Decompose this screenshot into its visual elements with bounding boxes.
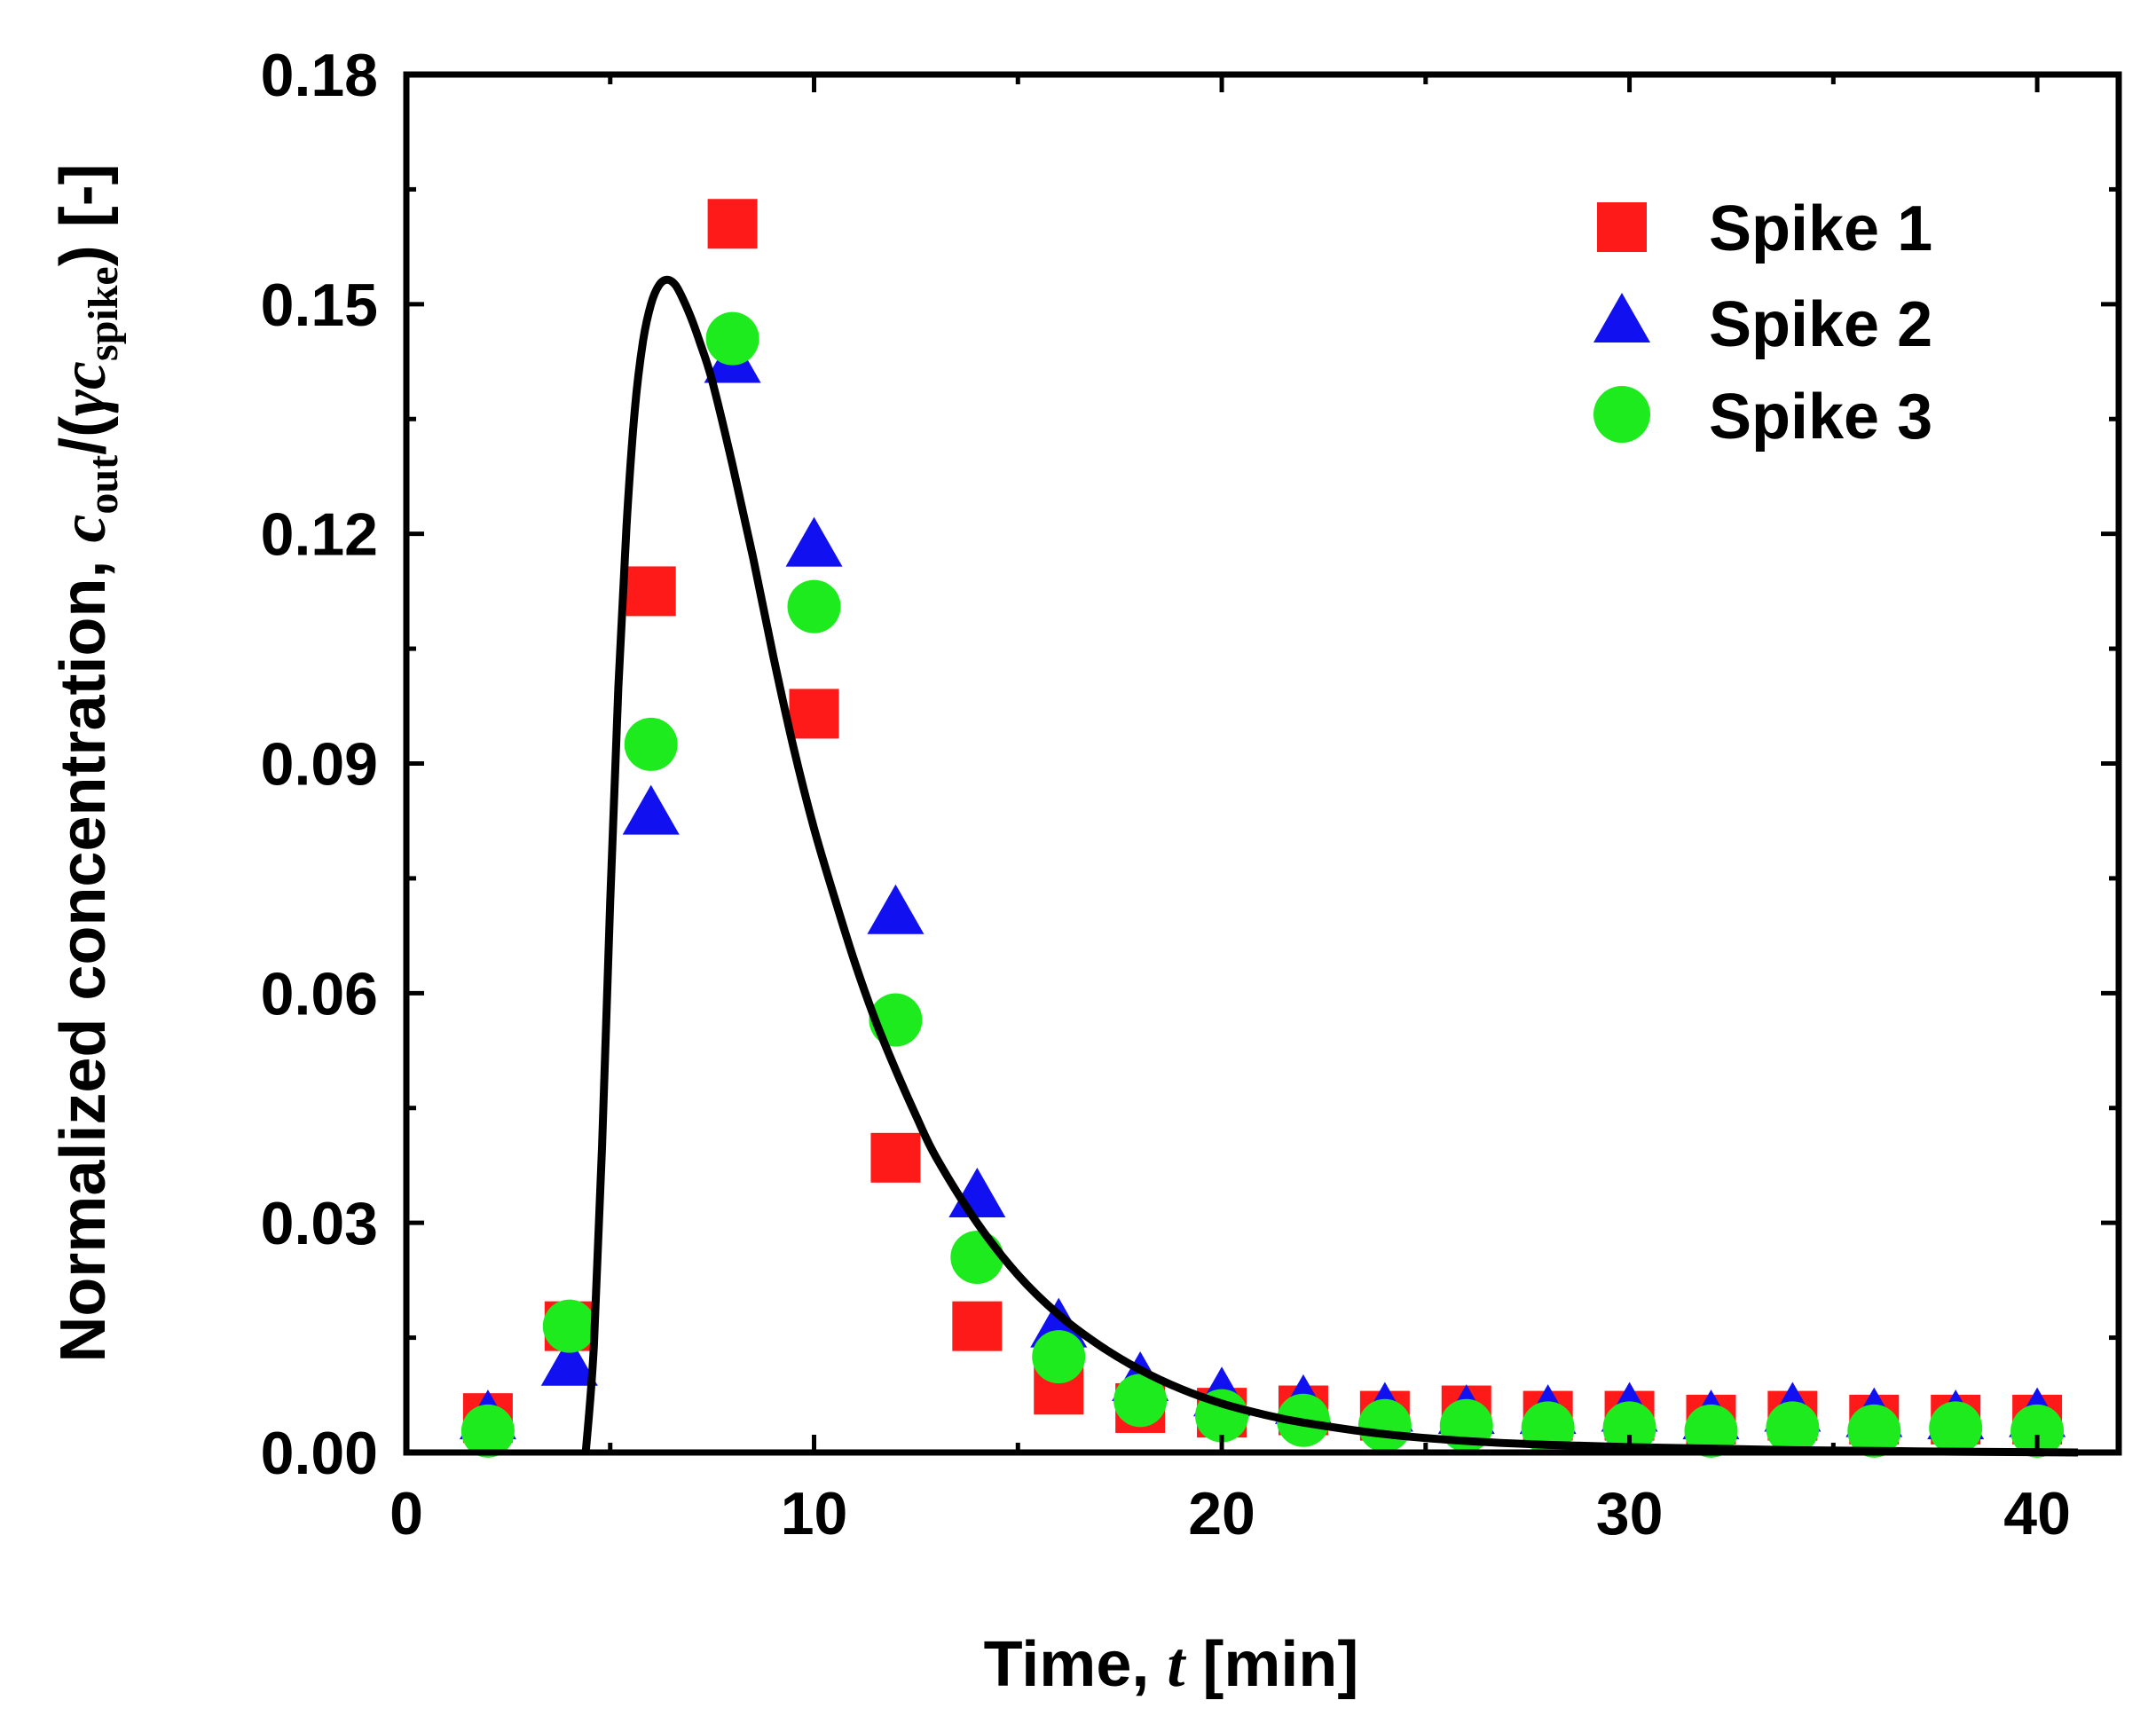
y-axis-title: Normalized concentration, cout/(γcspike)… — [48, 163, 127, 1362]
legend-item-spike-1: Spike 1 — [1597, 193, 1932, 264]
legend-label-spike-1: Spike 1 — [1709, 193, 1932, 264]
spike-1-point — [707, 199, 758, 249]
y-axis-title-c-spike: c — [48, 361, 119, 390]
legend-item-spike-2: Spike 2 — [1593, 289, 1932, 360]
spike-2-point — [785, 516, 843, 567]
y-tick-label: 0.12 — [261, 501, 378, 569]
spike-1-point — [870, 1132, 921, 1183]
x-tick-label: 20 — [1188, 1480, 1255, 1547]
spike-3-point — [1357, 1398, 1412, 1452]
y-axis-title-suffix: ) [-] — [48, 163, 119, 266]
y-tick-label: 0.15 — [261, 272, 378, 339]
legend-label-spike-3: Spike 3 — [1709, 382, 1932, 453]
spike-3-point — [705, 311, 759, 366]
spike-3-point — [787, 579, 841, 634]
spike-3-point — [1113, 1374, 1168, 1428]
y-axis-title-gamma: γ — [48, 390, 119, 416]
x-tick-label: 40 — [2003, 1480, 2071, 1547]
x-axis-title-prefix: Time, — [984, 1629, 1168, 1700]
axis-tick-labels: 0 10 20 30 40 0.00 0.03 0.06 0.09 0.12 0.15 0.18 — [261, 42, 2071, 1547]
y-tick-label: 0.06 — [261, 960, 378, 1027]
spike-3-point — [542, 1299, 596, 1353]
y-axis-title-c-out: c — [48, 515, 119, 543]
x-tick-label: 0 — [389, 1480, 423, 1547]
x-axis-title-symbol: t — [1167, 1629, 1186, 1700]
legend-marker-circle — [1593, 386, 1650, 443]
spike-1-point — [789, 689, 839, 739]
axis-ticks — [404, 72, 2119, 1455]
spike-3-point — [1929, 1401, 1983, 1455]
spike-3-point — [1032, 1330, 1086, 1384]
legend-marker-square — [1597, 202, 1647, 252]
x-axis-title: Time, t [min] — [984, 1629, 1359, 1700]
spike-3-point — [1684, 1404, 1738, 1458]
x-tick-label: 10 — [781, 1480, 848, 1547]
fit-curve-layer — [581, 275, 2079, 1457]
spike-1-point — [952, 1301, 1003, 1351]
y-axis-title-slash: /( — [48, 416, 119, 455]
spike-3-point — [950, 1230, 1004, 1284]
legend-item-spike-3: Spike 3 — [1593, 382, 1932, 453]
y-axis-title-sub-out: out — [80, 455, 127, 515]
legend-label-spike-2: Spike 2 — [1709, 289, 1932, 360]
legend-marker-triangle — [1593, 293, 1650, 342]
y-tick-label: 0.09 — [261, 731, 378, 799]
legend: Spike 1 Spike 2 Spike 3 — [1593, 193, 1932, 453]
spike-2-point — [867, 884, 925, 934]
spike-3-point — [624, 717, 678, 771]
y-tick-label: 0.03 — [261, 1190, 378, 1257]
spike-1-point — [626, 566, 676, 617]
spike-3-point — [460, 1404, 515, 1458]
y-axis-title-prefix: Normalized concentration, — [48, 543, 119, 1363]
spike-2-point — [540, 1335, 598, 1386]
spike-2-point — [622, 784, 680, 835]
model-fit-curve — [581, 275, 2079, 1457]
spike-3-point — [1847, 1404, 1901, 1458]
y-axis-title-sub-spike: spike — [80, 266, 127, 361]
y-tick-label: 0.00 — [261, 1420, 378, 1487]
spike-3-point — [1602, 1401, 1656, 1455]
x-tick-label: 30 — [1596, 1480, 1664, 1547]
spike-3-point — [1766, 1401, 1820, 1455]
x-axis-title-unit: [min] — [1184, 1629, 1358, 1700]
spike-3-point — [2010, 1404, 2065, 1458]
y-tick-label: 0.18 — [261, 42, 378, 109]
